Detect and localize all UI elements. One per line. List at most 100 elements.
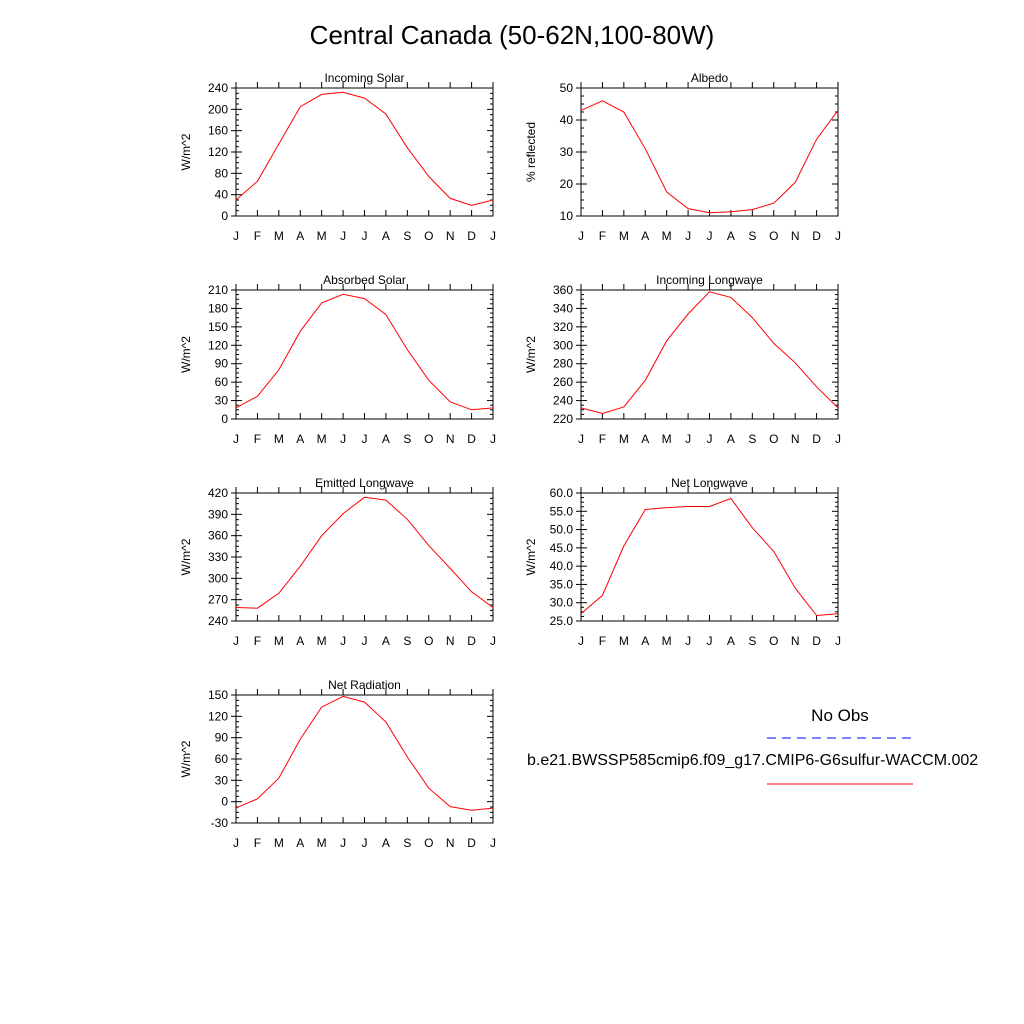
x-tick-label: F	[599, 634, 606, 648]
x-tick-label: M	[317, 229, 327, 243]
y-axis-label: W/m^2	[179, 336, 193, 373]
x-tick-label: J	[707, 229, 713, 243]
x-tick-label: A	[727, 229, 735, 243]
y-tick-label: 270	[208, 593, 228, 607]
plot-frame	[235, 289, 494, 420]
x-tick-label: A	[382, 634, 390, 648]
y-tick-label: 90	[215, 731, 229, 745]
y-tick-label: 320	[553, 320, 573, 334]
x-tick-label: J	[233, 836, 239, 850]
x-tick-label: F	[599, 229, 606, 243]
y-tick-label: 240	[208, 81, 228, 95]
y-tick-label: 25.0	[550, 614, 574, 628]
x-tick-label: F	[599, 432, 606, 446]
series-line	[580, 100, 839, 214]
x-tick-label: J	[362, 432, 368, 446]
y-axis-label: W/m^2	[524, 538, 538, 575]
y-tick-label: 40.0	[550, 559, 574, 573]
y-tick-label: 30	[560, 145, 574, 159]
y-tick-label: 160	[208, 124, 228, 138]
x-tick-label: D	[467, 432, 476, 446]
y-tick-label: 0	[221, 412, 228, 426]
x-tick-label: J	[685, 229, 691, 243]
y-tick-label: 300	[208, 571, 228, 585]
x-tick-label: M	[317, 432, 327, 446]
x-tick-label: J	[578, 432, 584, 446]
y-tick-label: 120	[208, 338, 228, 352]
y-tick-label: 30	[215, 394, 229, 408]
x-tick-label: A	[296, 836, 304, 850]
x-tick-label: O	[424, 634, 433, 648]
x-tick-label: O	[769, 229, 778, 243]
x-tick-label: J	[340, 432, 346, 446]
y-tick-label: 340	[553, 301, 573, 315]
x-tick-label: J	[490, 229, 496, 243]
plot-frame	[235, 492, 494, 622]
x-tick-label: A	[727, 432, 735, 446]
chart-title: Incoming Longwave	[656, 273, 763, 287]
x-tick-label: A	[382, 229, 390, 243]
y-tick-label: 180	[208, 301, 228, 315]
x-tick-label: F	[254, 634, 261, 648]
y-tick-label: 260	[553, 375, 573, 389]
chart-title: Net Longwave	[671, 476, 748, 490]
x-tick-label: M	[662, 432, 672, 446]
plot-frame	[580, 87, 839, 217]
x-tick-label: O	[424, 432, 433, 446]
x-tick-label: N	[446, 229, 455, 243]
y-axis-label: W/m^2	[179, 538, 193, 575]
chart-title: Absorbed Solar	[323, 273, 406, 287]
x-tick-label: N	[446, 432, 455, 446]
x-tick-label: S	[748, 229, 756, 243]
x-tick-label: S	[748, 432, 756, 446]
x-tick-label: S	[403, 432, 411, 446]
y-tick-label: 40	[560, 113, 574, 127]
x-tick-label: A	[641, 432, 649, 446]
y-axis-label: W/m^2	[179, 133, 193, 170]
x-tick-label: O	[769, 634, 778, 648]
y-tick-label: 210	[208, 283, 228, 297]
chart-title: Net Radiation	[328, 678, 401, 692]
y-tick-label: 200	[208, 102, 228, 116]
x-tick-label: D	[812, 634, 821, 648]
x-tick-label: A	[296, 229, 304, 243]
x-tick-label: A	[641, 229, 649, 243]
page-title: Central Canada (50-62N,100-80W)	[309, 20, 715, 50]
y-tick-label: 280	[553, 357, 573, 371]
y-tick-label: 150	[208, 688, 228, 702]
x-tick-label: M	[619, 634, 629, 648]
x-tick-label: J	[233, 634, 239, 648]
x-tick-label: J	[362, 634, 368, 648]
y-tick-label: 80	[215, 166, 229, 180]
x-tick-label: M	[662, 634, 672, 648]
x-tick-label: J	[578, 229, 584, 243]
x-tick-label: M	[662, 229, 672, 243]
y-tick-label: 60	[215, 375, 229, 389]
x-tick-label: J	[340, 229, 346, 243]
y-tick-label: 0	[221, 209, 228, 223]
y-tick-label: 35.0	[550, 577, 574, 591]
chart-title: Incoming Solar	[324, 71, 404, 85]
y-tick-label: 30.0	[550, 596, 574, 610]
legend-model-label: b.e21.BWSSP585cmip6.f09_g17.CMIP6-G6sulf…	[527, 752, 979, 769]
y-tick-label: 240	[208, 614, 228, 628]
x-tick-label: D	[812, 432, 821, 446]
x-tick-label: F	[254, 836, 261, 850]
x-tick-label: J	[835, 432, 841, 446]
x-tick-label: N	[446, 634, 455, 648]
x-tick-label: S	[748, 634, 756, 648]
x-tick-label: A	[296, 432, 304, 446]
x-tick-label: O	[769, 432, 778, 446]
y-tick-label: 50	[560, 81, 574, 95]
x-tick-label: O	[424, 229, 433, 243]
x-tick-label: S	[403, 634, 411, 648]
x-tick-label: J	[685, 634, 691, 648]
y-tick-label: 90	[215, 357, 229, 371]
y-tick-label: 20	[560, 177, 574, 191]
x-tick-label: J	[707, 432, 713, 446]
y-tick-label: 60.0	[550, 486, 574, 500]
